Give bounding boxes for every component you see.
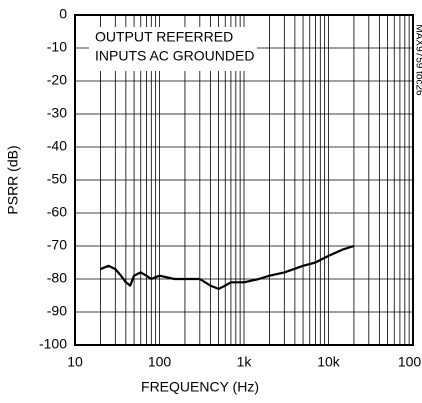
y-tick-label: -30 [47,105,67,121]
x-axis-label: FREQUENCY (Hz) [141,379,259,395]
data-line [100,244,355,290]
annotation: INPUTS AC GROUNDED [95,48,254,64]
x-tick-label: 100 [148,354,172,370]
annotation-box [89,27,257,71]
y-tick-label: -60 [47,204,67,220]
x-tick-label: 1k [237,354,253,370]
y-tick-label: -10 [47,39,67,55]
y-tick-label: -20 [47,72,67,88]
y-tick-label: -80 [47,270,67,286]
y-tick-label: -70 [47,237,67,253]
x-tick-label: 10k [317,354,341,370]
side-note: MAX9759 toc26 [413,24,422,96]
annotation: OUTPUT REFERRED [95,29,233,45]
y-tick-label: -50 [47,171,67,187]
y-tick-label: 0 [59,6,67,22]
y-tick-label: -100 [39,336,67,352]
plot-frame [74,14,414,346]
x-tick-label: 100k [398,354,422,370]
x-tick-label: 10 [67,354,83,370]
y-axis-label: PSRR (dB) [5,145,21,214]
y-tick-label: -90 [47,303,67,319]
y-tick-label: -40 [47,138,67,154]
